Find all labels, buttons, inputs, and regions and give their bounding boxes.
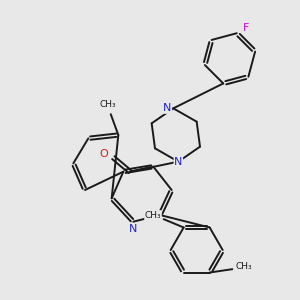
Text: O: O [100,149,108,159]
Text: CH₃: CH₃ [236,262,252,271]
Text: N: N [174,157,182,167]
Text: CH₃: CH₃ [100,100,116,109]
Text: N: N [163,103,172,113]
Text: N: N [129,224,137,234]
Text: CH₃: CH₃ [145,211,161,220]
Text: F: F [243,23,249,33]
